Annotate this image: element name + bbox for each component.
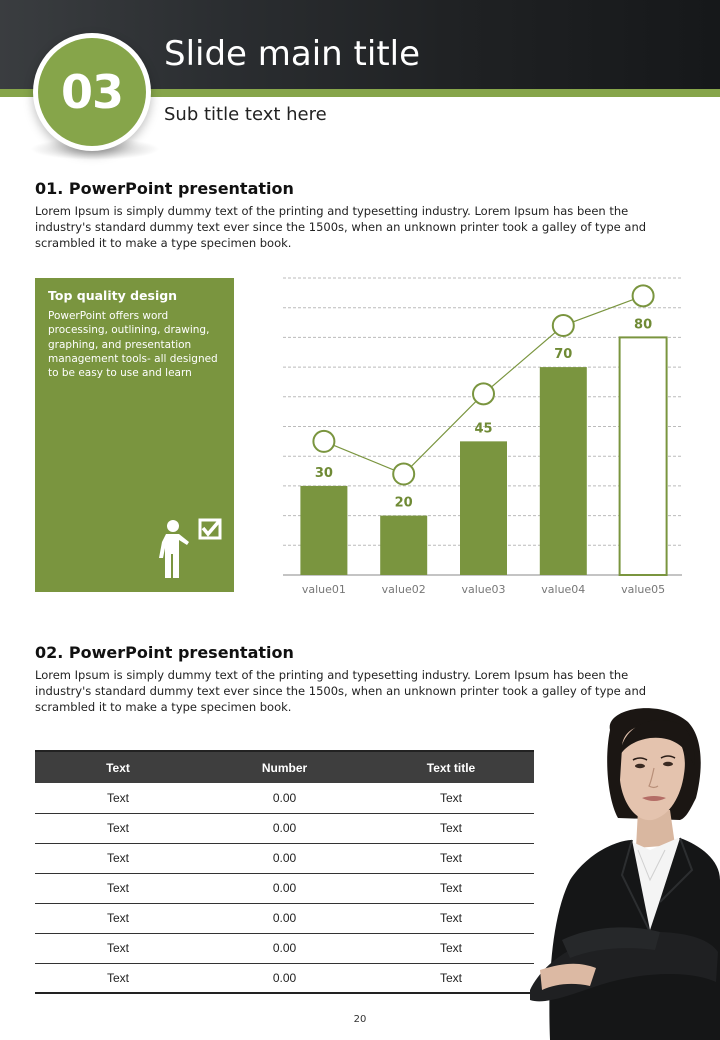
table-cell: Text	[35, 873, 201, 904]
section2-body: Lorem Ipsum is simply dummy text of the …	[35, 668, 647, 714]
x-tick-label: value05	[621, 583, 665, 596]
bar-value-label: 70	[554, 347, 572, 362]
table-cell: 0.00	[201, 843, 368, 874]
table-cell: Text	[35, 933, 201, 964]
page-title: Slide main title	[164, 34, 421, 74]
table-cell: 0.00	[201, 933, 368, 964]
table-cell: Text	[35, 963, 201, 994]
table-cell: Text	[368, 933, 534, 964]
businesswoman-photo	[530, 708, 720, 1040]
x-tick-label: value01	[302, 583, 346, 596]
table-cell: Text	[35, 843, 201, 874]
table-cell: Text	[35, 783, 201, 814]
slide-number-badge: 03	[33, 33, 151, 151]
table-row: Text 0.00 Text	[35, 903, 534, 934]
bar-value04	[539, 367, 587, 575]
section1-body: Lorem Ipsum is simply dummy text of the …	[35, 204, 647, 250]
bar-value05	[618, 336, 668, 577]
table-row: Text 0.00 Text	[35, 783, 534, 814]
table-row: Text 0.00 Text	[35, 843, 534, 874]
presenter-checkmark-icon	[159, 518, 222, 578]
section2-heading: 02. PowerPoint presentation	[35, 643, 294, 662]
table-cell: 0.00	[201, 873, 368, 904]
bar-value-label: 45	[474, 421, 492, 436]
feature-box-title: Top quality design	[48, 288, 178, 303]
table-cell: Text	[368, 903, 534, 934]
bar-value-label: 80	[634, 317, 652, 332]
slide-number: 03	[60, 65, 124, 119]
table-header-row: Text Number Text title	[35, 750, 534, 783]
data-table: Text Number Text title Text 0.00 Text Te…	[35, 750, 534, 994]
bar-value03	[460, 441, 507, 575]
table-cell: Text	[35, 903, 201, 934]
x-tick-label: value03	[461, 583, 505, 596]
table-row: Text 0.00 Text	[35, 963, 534, 994]
x-tick-label: value02	[382, 583, 426, 596]
table-cell: Text	[368, 873, 534, 904]
table-cell: Text	[368, 843, 534, 874]
feature-box-text: PowerPoint offers word processing, outli…	[48, 310, 218, 380]
bar-value-label: 30	[315, 466, 333, 481]
x-tick-label: value04	[541, 583, 585, 596]
trend-point	[392, 462, 416, 486]
table-header-cell: Text	[35, 750, 201, 783]
section1-heading: 01. PowerPoint presentation	[35, 179, 294, 198]
feature-box: Top quality design PowerPoint offers wor…	[35, 278, 234, 592]
table-row: Text 0.00 Text	[35, 873, 534, 904]
trend-point	[472, 382, 495, 406]
table-cell: Text	[35, 813, 201, 844]
table-row: Text 0.00 Text	[35, 933, 534, 964]
trend-point	[551, 314, 575, 338]
header-accent-stripe	[0, 89, 720, 97]
trend-point	[312, 429, 336, 453]
table-row: Text 0.00 Text	[35, 813, 534, 844]
table-cell: Text	[368, 813, 534, 844]
table-cell: 0.00	[201, 903, 368, 934]
page-subtitle: Sub title text here	[164, 104, 327, 125]
bar-value-label: 20	[395, 496, 413, 511]
bar-chart: 30 value01 20 value02 45 value03 70 value04 80 va…	[283, 277, 682, 596]
trend-point	[631, 284, 655, 308]
table-cell: 0.00	[201, 783, 368, 814]
table-cell: Text	[368, 783, 534, 814]
bar-value02	[380, 515, 428, 575]
badge-circle: 03	[38, 38, 146, 146]
bar-value01	[300, 485, 348, 575]
table-header-cell: Text title	[368, 750, 534, 783]
table-cell: 0.00	[201, 963, 368, 994]
page-number: 20	[353, 1014, 367, 1025]
table-cell: 0.00	[201, 813, 368, 844]
table-cell: Text	[368, 963, 534, 994]
table-header-cell: Number	[201, 750, 368, 783]
